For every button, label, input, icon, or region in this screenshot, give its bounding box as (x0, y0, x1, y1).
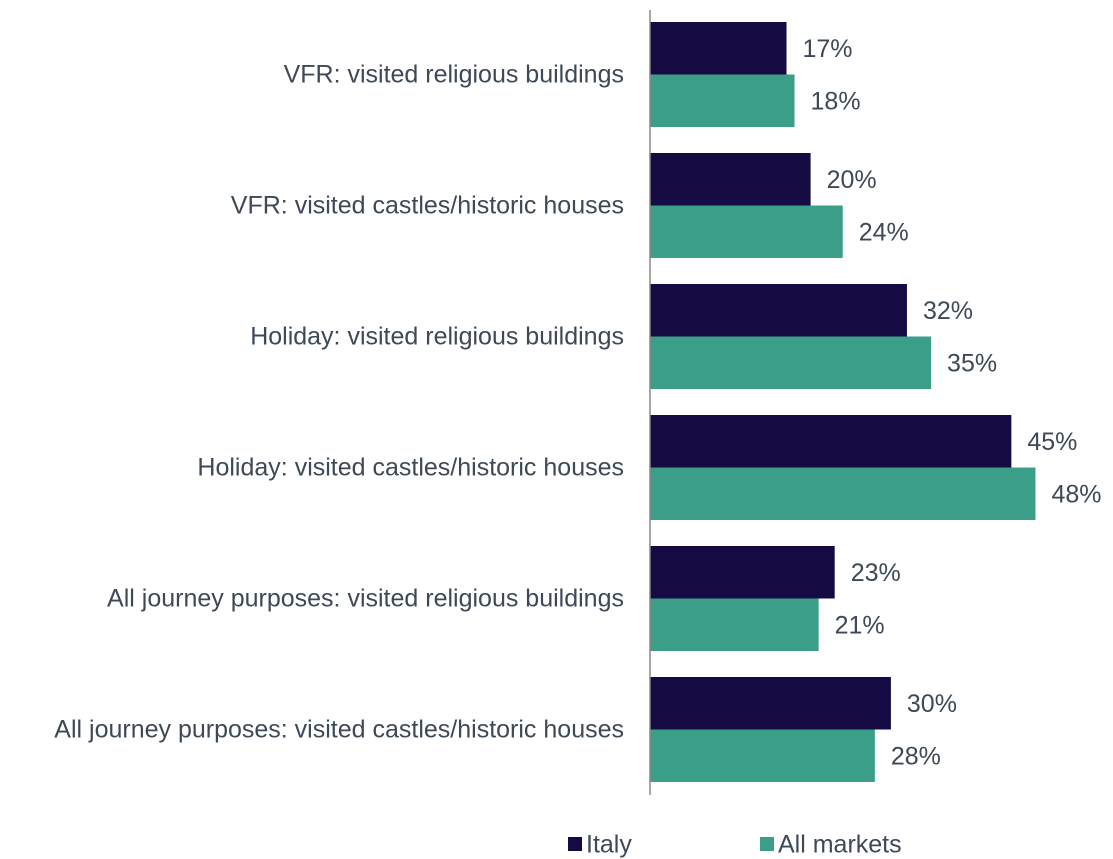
bar (650, 467, 1036, 520)
value-label: 45% (1027, 428, 1077, 456)
value-label: 35% (947, 349, 997, 377)
category-text: Holiday: visited castles/historic houses (197, 453, 624, 481)
value-label: 30% (907, 690, 957, 718)
value-label: 18% (811, 87, 861, 115)
value-label: 32% (923, 297, 973, 325)
value-label: 21% (835, 611, 885, 639)
bar (650, 677, 891, 730)
category-label: All journey purposes: visited religious … (0, 583, 624, 614)
bar (650, 415, 1012, 468)
legend-swatch (760, 837, 774, 851)
bar (650, 74, 795, 127)
bar (650, 153, 811, 206)
bar (650, 598, 819, 651)
bar (650, 546, 835, 599)
value-label: 17% (803, 35, 853, 63)
legend-label: All markets (778, 831, 902, 859)
legend-swatch (568, 837, 582, 851)
bar (650, 729, 875, 782)
value-label: 23% (851, 559, 901, 587)
value-label: 24% (859, 218, 909, 246)
category-text: All journey purposes: visited castles/hi… (54, 715, 624, 743)
value-label: 20% (827, 166, 877, 194)
bar (650, 22, 787, 75)
category-text: Holiday: visited religious buildings (250, 322, 624, 350)
category-label: VFR: visited castles/historic houses (0, 190, 624, 221)
category-label: All journey purposes: visited castles/hi… (0, 714, 624, 745)
value-label: 48% (1051, 480, 1101, 508)
category-label: Holiday: visited castles/historic houses (0, 452, 624, 483)
category-label: Holiday: visited religious buildings (0, 321, 624, 352)
bar (650, 284, 907, 337)
bar (650, 336, 932, 389)
legend-label: Italy (586, 831, 632, 859)
bar (650, 205, 843, 258)
category-text: VFR: visited castles/historic houses (230, 191, 624, 219)
category-text: VFR: visited religious buildings (283, 60, 624, 88)
category-label: VFR: visited religious buildings (0, 59, 624, 90)
value-label: 28% (891, 742, 941, 770)
category-text: All journey purposes: visited religious … (107, 584, 624, 612)
